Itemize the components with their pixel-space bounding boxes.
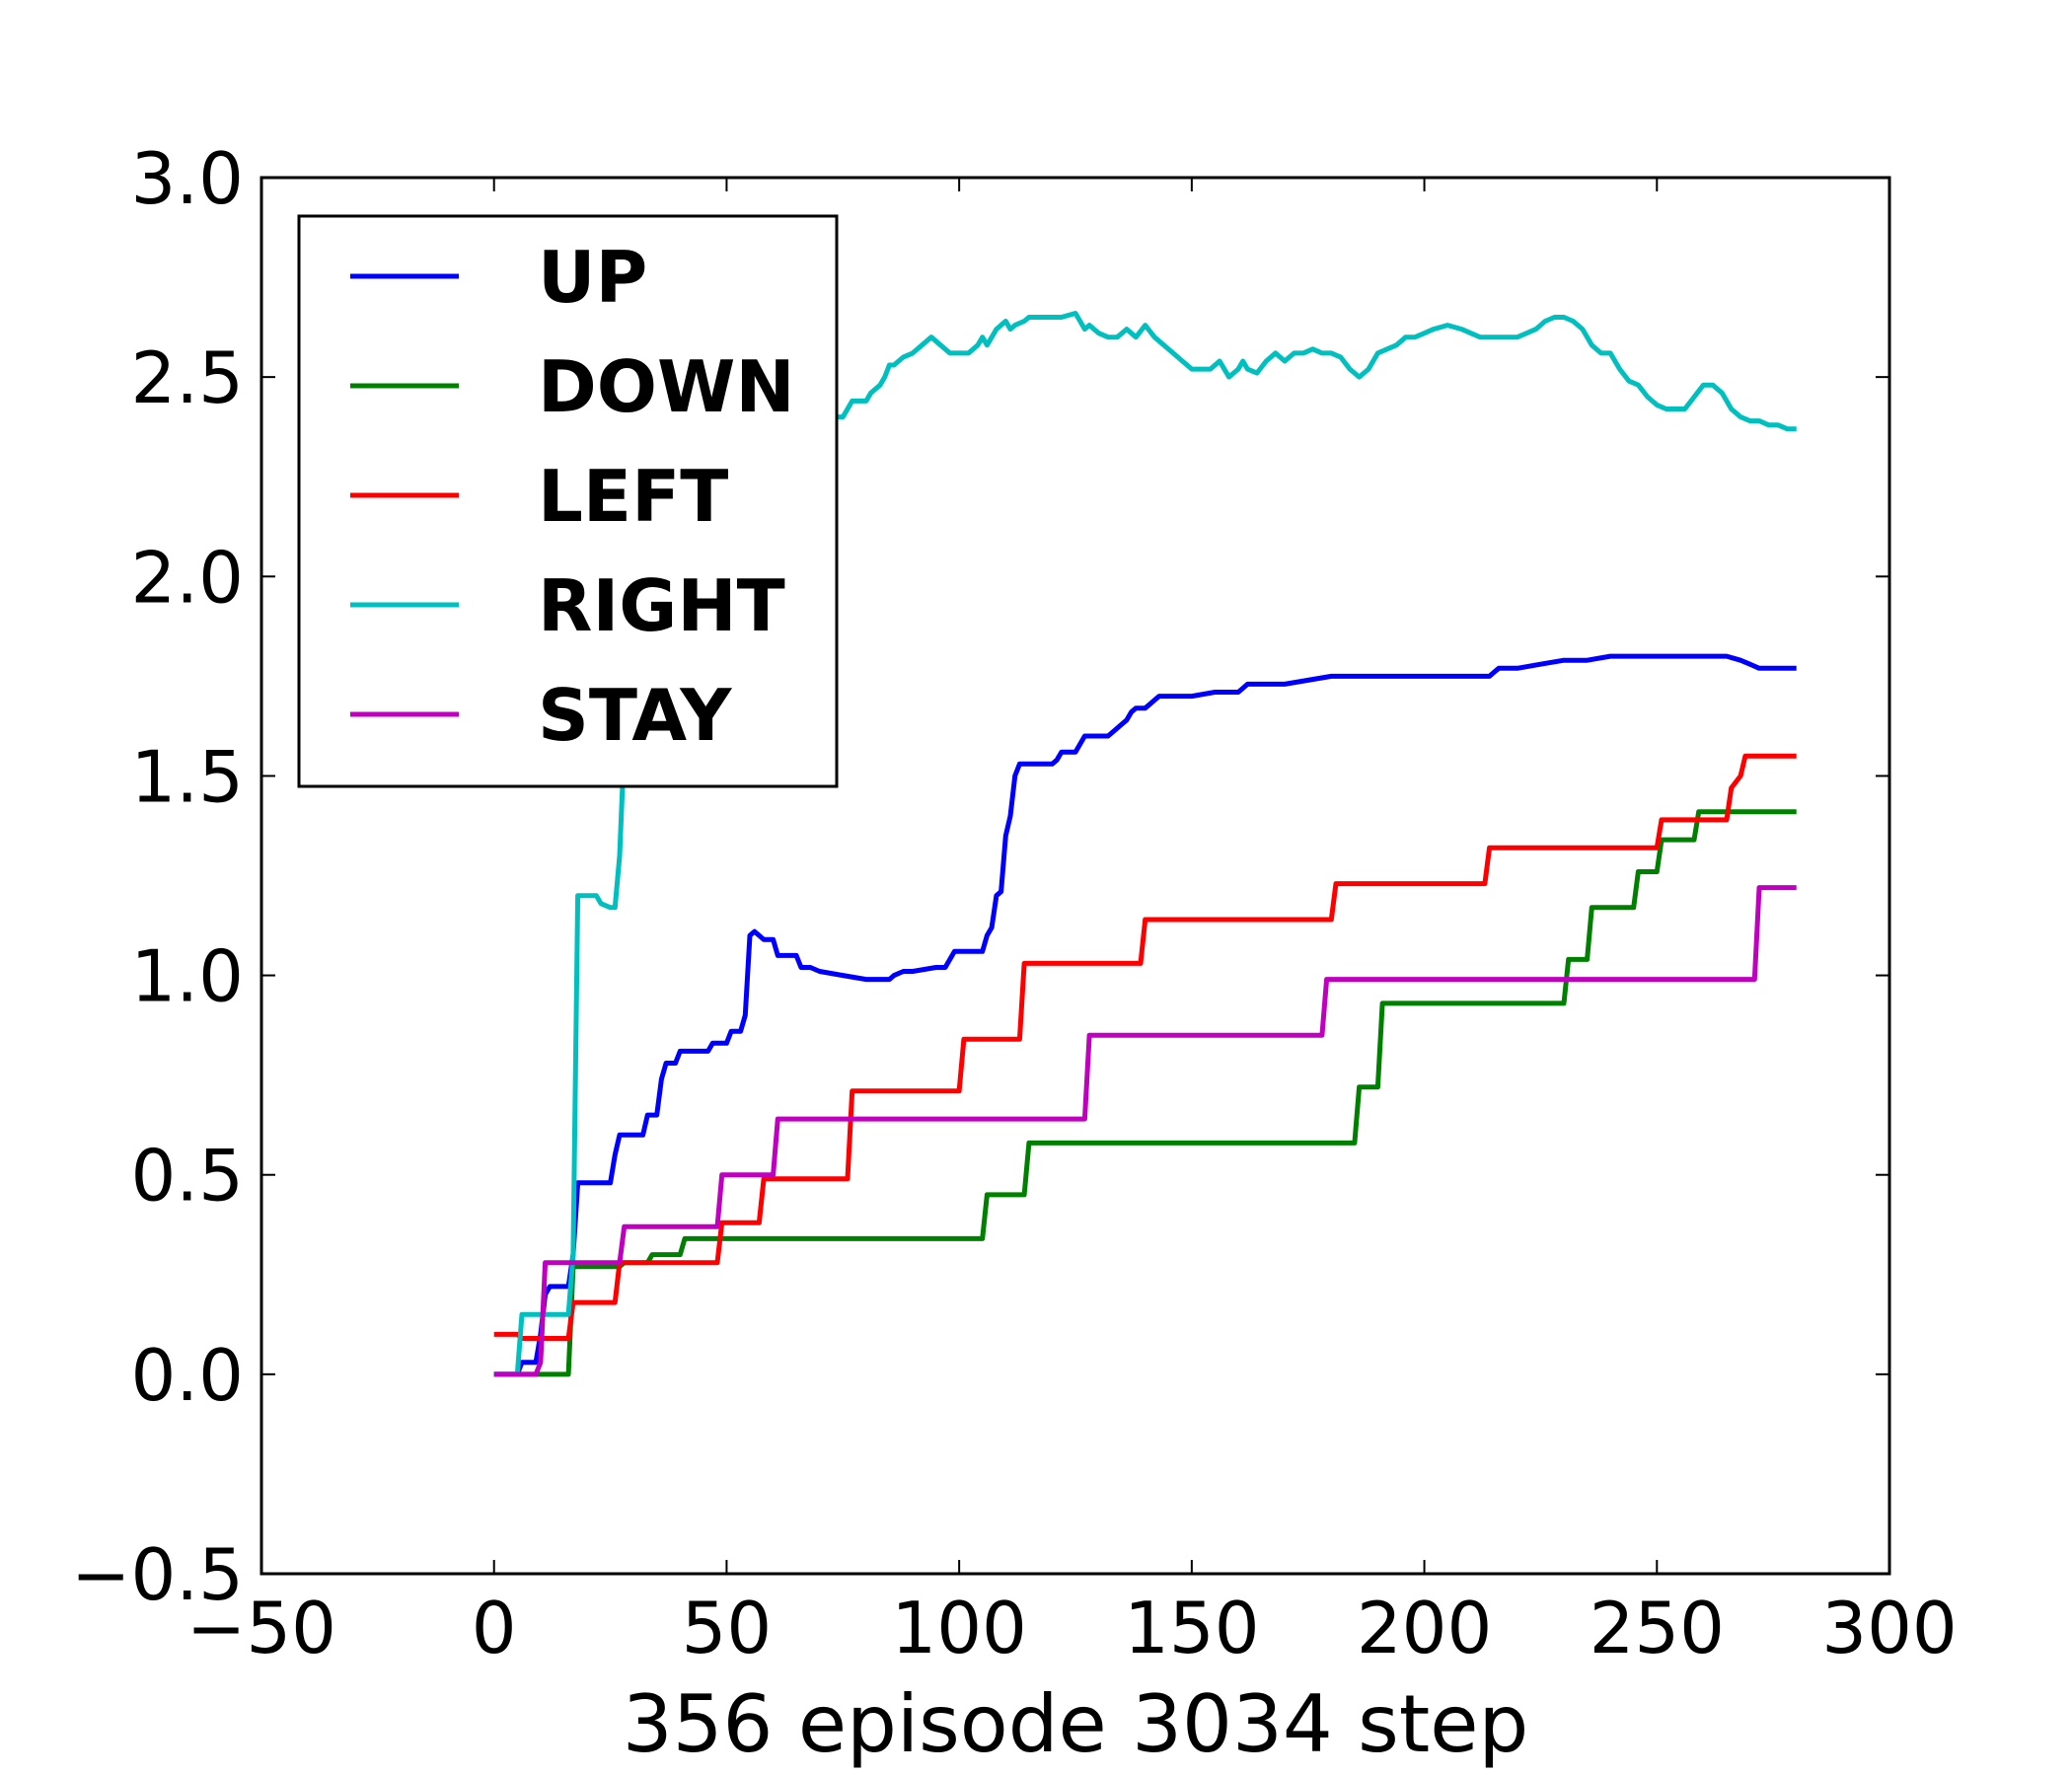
x-tick-label: −50: [186, 1587, 336, 1669]
x-tick-label: 300: [1821, 1587, 1957, 1669]
series-line-up: [493, 653, 1797, 1377]
x-tick-label: 250: [1590, 1587, 1725, 1669]
y-tick-label: 0.0: [130, 1334, 244, 1417]
x-tick-label: 150: [1124, 1587, 1259, 1669]
legend-label-left: LEFT: [538, 455, 728, 538]
y-tick-label: 1.5: [130, 735, 244, 818]
x-tick-label: 100: [891, 1587, 1026, 1669]
legend-label-down: DOWN: [538, 345, 795, 428]
legend: UP DOWN LEFT RIGHT STAY: [297, 214, 839, 788]
x-tick-label: 50: [682, 1587, 773, 1669]
y-tick-label: −0.5: [71, 1533, 244, 1616]
y-tick-label: 1.0: [130, 935, 244, 1018]
y-tick-label: 0.5: [130, 1135, 244, 1218]
series-line-stay: [493, 885, 1797, 1377]
legend-label-up: UP: [538, 236, 647, 319]
y-tick-label: 2.5: [130, 336, 244, 419]
x-tick-label: 200: [1357, 1587, 1492, 1669]
y-tick-label: 3.0: [130, 137, 244, 220]
y-tick-label: 2.0: [130, 536, 244, 619]
series-line-left: [493, 753, 1797, 1341]
x-tick-label: 0: [472, 1587, 517, 1669]
x-axis-label: 356 episode 3034 step: [623, 1678, 1528, 1770]
plot-frame: [259, 176, 1891, 1576]
legend-label-stay: STAY: [538, 674, 732, 757]
legend-box: [297, 214, 839, 788]
tick-layer: −50 0 50 100 150 200 250 300 −0.5 0.0 0.5 1.0 1.5 2.0…: [71, 137, 1958, 1669]
legend-label-right: RIGHT: [538, 564, 785, 647]
